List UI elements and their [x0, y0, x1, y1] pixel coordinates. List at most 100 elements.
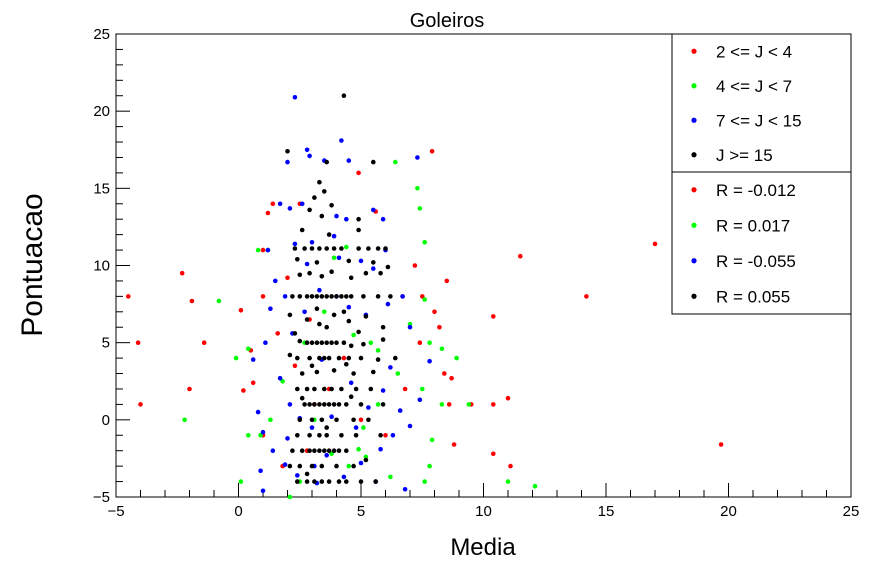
data-point — [346, 318, 352, 324]
data-point — [263, 340, 268, 346]
data-point — [344, 448, 349, 454]
y-axis-label: Pontuacao — [16, 193, 49, 336]
data-point — [287, 494, 293, 500]
data-point — [505, 479, 511, 484]
data-point — [322, 309, 327, 315]
data-point — [246, 346, 251, 352]
data-point — [353, 386, 359, 392]
data-point — [302, 246, 307, 251]
data-point — [314, 369, 320, 375]
data-point — [348, 394, 354, 400]
data-point — [397, 408, 403, 413]
data-point — [344, 244, 349, 250]
data-point — [309, 425, 315, 430]
data-point — [326, 355, 332, 361]
data-point — [189, 298, 195, 304]
legend-marker — [691, 83, 697, 89]
data-point — [356, 227, 361, 233]
legend: 2 <= J < 4 4 <= J < 7 7 <= J < 15 J >= 15 R … — [671, 33, 852, 315]
data-point — [451, 442, 457, 447]
data-point — [395, 371, 401, 376]
data-point — [182, 417, 187, 423]
data-point — [319, 213, 325, 219]
data-point — [302, 309, 307, 315]
data-point — [290, 448, 295, 454]
data-point — [348, 275, 354, 281]
legend-marker — [691, 187, 697, 193]
data-point — [307, 153, 312, 159]
data-point — [371, 369, 376, 375]
data-point — [358, 460, 364, 466]
data-point — [339, 138, 344, 143]
data-point — [331, 312, 337, 318]
data-point — [258, 468, 263, 474]
data-point — [371, 159, 376, 165]
data-points — [126, 93, 724, 500]
data-point — [304, 294, 310, 299]
data-point — [358, 355, 364, 361]
data-point — [371, 207, 376, 213]
data-point — [417, 397, 423, 403]
data-point — [417, 340, 423, 346]
data-point — [314, 340, 320, 346]
data-point — [344, 362, 349, 367]
data-point — [339, 433, 344, 438]
data-point — [422, 297, 428, 302]
data-point — [368, 386, 374, 392]
x-axis-label: Media — [450, 534, 516, 561]
data-point — [584, 294, 589, 299]
y-tick-label: 5 — [102, 335, 110, 352]
data-point — [341, 309, 347, 315]
y-tick-label: −5 — [93, 489, 110, 506]
data-point — [437, 324, 442, 330]
data-point — [299, 448, 305, 454]
data-point — [388, 294, 393, 299]
data-point — [295, 479, 300, 484]
data-point — [295, 355, 300, 361]
data-point — [216, 298, 222, 304]
data-point — [518, 253, 523, 259]
data-point — [366, 417, 371, 423]
data-point — [304, 340, 310, 346]
data-point — [341, 93, 347, 98]
data-point — [304, 261, 310, 267]
data-point — [415, 186, 420, 191]
data-point — [287, 352, 293, 358]
data-point — [250, 380, 256, 386]
legend-marker — [691, 258, 697, 264]
legend-marker — [691, 152, 697, 158]
data-point — [285, 275, 290, 281]
data-point — [309, 417, 315, 423]
legend-marker — [691, 293, 697, 299]
data-point — [388, 365, 393, 370]
x-tick-label: −5 — [107, 503, 124, 520]
data-point — [393, 355, 398, 361]
data-point — [371, 266, 376, 271]
data-point — [287, 463, 293, 469]
data-point — [260, 294, 266, 299]
data-point — [336, 255, 342, 261]
data-point — [407, 423, 413, 429]
data-point — [324, 246, 330, 251]
data-point — [329, 340, 334, 346]
data-point — [292, 331, 298, 336]
data-point — [282, 294, 288, 299]
data-point — [356, 446, 361, 452]
data-point — [255, 409, 261, 415]
data-point — [309, 463, 315, 469]
data-point — [532, 483, 538, 489]
data-point — [312, 195, 317, 200]
data-point — [390, 433, 396, 438]
data-point — [361, 425, 366, 430]
data-point — [317, 355, 322, 361]
data-point — [238, 479, 244, 484]
data-point — [363, 457, 369, 463]
data-point — [334, 417, 339, 423]
data-point — [334, 213, 339, 219]
data-point — [297, 272, 303, 278]
data-point — [275, 331, 281, 336]
data-point — [326, 232, 332, 237]
data-point — [383, 246, 388, 251]
data-point — [383, 433, 388, 438]
data-point — [324, 425, 330, 430]
